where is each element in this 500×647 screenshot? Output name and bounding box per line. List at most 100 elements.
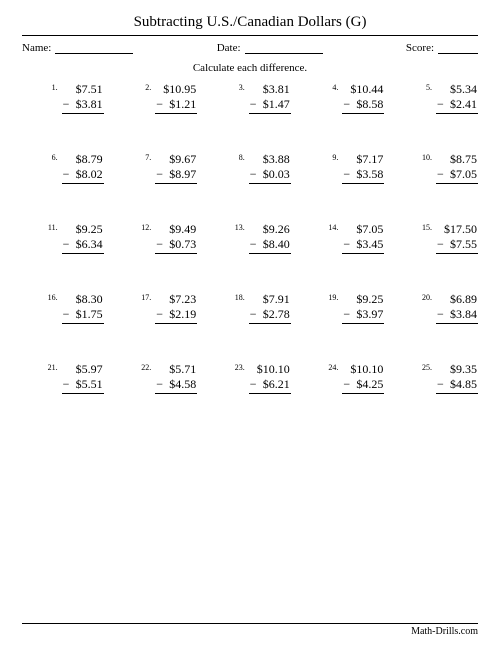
minuend: $3.81: [249, 82, 291, 97]
problem-number: 13.: [235, 222, 245, 232]
problem-number: 3.: [235, 82, 245, 92]
problem: 15.$17.50−$7.55: [396, 222, 478, 254]
problem: 5.$5.34−$2.41: [396, 82, 478, 114]
subtrahend-row: −$6.34: [62, 237, 104, 254]
problem-stack: $9.25−$3.97: [342, 292, 384, 324]
problem-number: 11.: [48, 222, 58, 232]
minuend: $10.10: [249, 362, 291, 377]
problem-stack: $5.71−$4.58: [155, 362, 197, 394]
problem-stack: $7.51−$3.81: [62, 82, 104, 114]
minuend: $17.50: [436, 222, 478, 237]
problem-number: 8.: [235, 152, 245, 162]
problem-stack: $7.05−$3.45: [342, 222, 384, 254]
minus-icon: −: [437, 167, 444, 182]
subtrahend: $3.84: [446, 307, 477, 322]
problem: 11.$9.25−$6.34: [22, 222, 104, 254]
footer: Math-Drills.com: [22, 621, 478, 637]
name-line[interactable]: [55, 42, 133, 54]
problem: 2.$10.95−$1.21: [116, 82, 198, 114]
minuend: $3.88: [249, 152, 291, 167]
subtrahend: $8.58: [352, 97, 383, 112]
problem: 16.$8.30−$1.75: [22, 292, 104, 324]
subtrahend-row: −$7.55: [436, 237, 478, 254]
problem-number: 12.: [141, 222, 151, 232]
subtrahend-row: −$2.19: [155, 307, 197, 324]
subtrahend: $2.78: [259, 307, 290, 322]
subtrahend-row: −$4.85: [436, 377, 478, 394]
header-row: Name: Date: Score:: [22, 42, 478, 54]
date-field: Date:: [217, 42, 323, 54]
minuend: $7.23: [155, 292, 197, 307]
subtrahend: $3.58: [352, 167, 383, 182]
subtrahend-row: −$6.21: [249, 377, 291, 394]
minuend: $9.25: [342, 292, 384, 307]
minuend: $9.26: [249, 222, 291, 237]
problem: 1.$7.51−$3.81: [22, 82, 104, 114]
subtrahend: $2.41: [446, 97, 477, 112]
minus-icon: −: [156, 237, 163, 252]
subtrahend: $3.81: [71, 97, 102, 112]
minuend: $5.97: [62, 362, 104, 377]
minus-icon: −: [250, 377, 257, 392]
problem-number: 6.: [48, 152, 58, 162]
subtrahend: $2.19: [165, 307, 196, 322]
subtrahend: $0.73: [165, 237, 196, 252]
subtrahend-row: −$5.51: [62, 377, 104, 394]
minus-icon: −: [343, 97, 350, 112]
problem-number: 25.: [422, 362, 432, 372]
problem-stack: $7.17−$3.58: [342, 152, 384, 184]
problem-stack: $10.44−$8.58: [342, 82, 384, 114]
problem: 20.$6.89−$3.84: [396, 292, 478, 324]
problem-number: 16.: [48, 292, 58, 302]
subtrahend: $3.45: [352, 237, 383, 252]
subtrahend-row: −$4.25: [342, 377, 384, 394]
problem-stack: $5.97−$5.51: [62, 362, 104, 394]
problem: 8. $3.88−$0.03: [209, 152, 291, 184]
subtrahend: $5.51: [71, 377, 102, 392]
problem-number: 4.: [328, 82, 338, 92]
minus-icon: −: [250, 307, 257, 322]
minuend: $7.05: [342, 222, 384, 237]
problem: 7.$9.67−$8.97: [116, 152, 198, 184]
name-label: Name:: [22, 42, 51, 54]
minuend: $9.35: [436, 362, 478, 377]
subtrahend-row: −$8.02: [62, 167, 104, 184]
subtrahend-row: −$1.47: [249, 97, 291, 114]
subtrahend: $8.97: [165, 167, 196, 182]
footer-text: Math-Drills.com: [22, 626, 478, 637]
subtrahend: $4.85: [446, 377, 477, 392]
minuend: $10.95: [155, 82, 197, 97]
problem-number: 7.: [141, 152, 151, 162]
subtrahend: $8.02: [71, 167, 102, 182]
minus-icon: −: [343, 167, 350, 182]
problem-stack: $10.10−$6.21: [249, 362, 291, 394]
page-title: Subtracting U.S./Canadian Dollars (G): [22, 14, 478, 31]
problem-number: 20.: [422, 292, 432, 302]
minus-icon: −: [343, 377, 350, 392]
divider-bottom: [22, 623, 478, 624]
minuend: $5.34: [436, 82, 478, 97]
minuend: $9.49: [155, 222, 197, 237]
minus-icon: −: [156, 167, 163, 182]
problem: 19. $9.25−$3.97: [303, 292, 385, 324]
worksheet-page: Subtracting U.S./Canadian Dollars (G) Na…: [0, 0, 500, 647]
minuend: $7.91: [249, 292, 291, 307]
problem-stack: $7.91−$2.78: [249, 292, 291, 324]
divider-top: [22, 35, 478, 36]
problem: 4. $10.44−$8.58: [303, 82, 385, 114]
score-field: Score:: [406, 42, 478, 54]
problem-number: 23.: [235, 362, 245, 372]
subtrahend-row: −$0.03: [249, 167, 291, 184]
subtrahend: $6.34: [71, 237, 102, 252]
minuend: $8.75: [436, 152, 478, 167]
score-line[interactable]: [438, 42, 478, 54]
minus-icon: −: [343, 237, 350, 252]
problem-number: 19.: [328, 292, 338, 302]
minuend: $8.79: [62, 152, 104, 167]
subtrahend: $0.03: [259, 167, 290, 182]
minus-icon: −: [250, 167, 257, 182]
minuend: $8.30: [62, 292, 104, 307]
problem: 13.$9.26−$8.40: [209, 222, 291, 254]
date-line[interactable]: [245, 42, 323, 54]
subtrahend: $4.25: [352, 377, 383, 392]
